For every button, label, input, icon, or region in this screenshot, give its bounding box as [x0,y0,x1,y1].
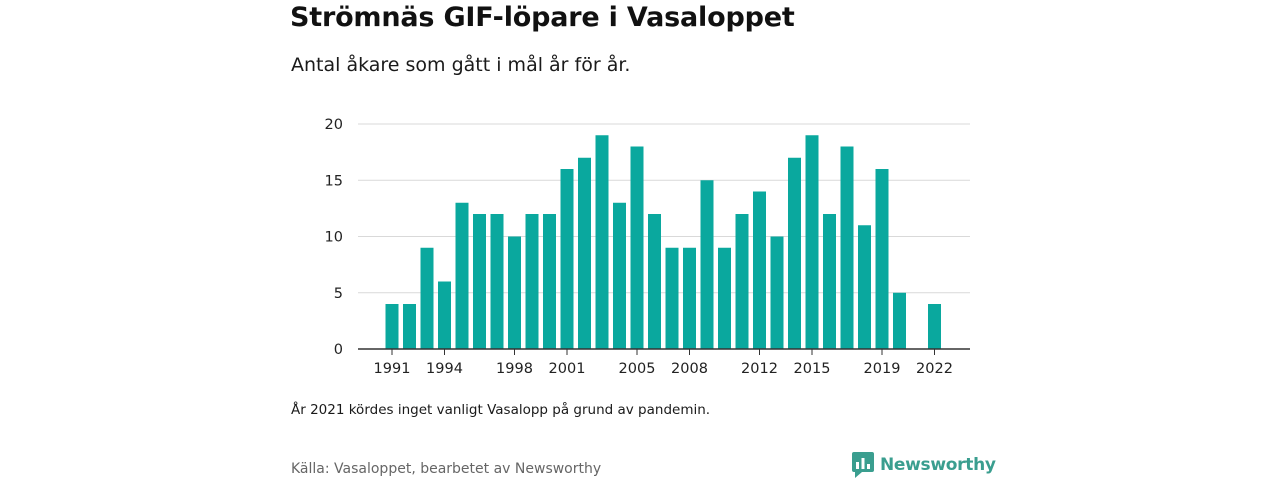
bar-2007 [665,247,679,349]
bar-1993 [420,247,434,349]
x-tick-label: 2012 [741,361,778,377]
x-tick-label: 2005 [619,361,656,377]
bar-1999 [525,214,539,349]
newsworthy-logo-icon [852,452,874,478]
bar-2013 [770,236,784,349]
y-tick-label: 5 [334,286,343,302]
bar-2004 [613,202,626,349]
bar-2006 [648,214,661,349]
bar-2015 [805,135,819,349]
bar-2003 [595,135,609,349]
chart-subtitle: Antal åkare som gått i mål år för år. [291,54,631,76]
y-tick-label: 10 [325,230,343,246]
source-text: Källa: Vasaloppet, bearbetet av Newswort… [291,461,602,477]
bar-2016 [823,214,836,349]
bar-1991 [385,304,399,349]
x-tick-label: 2022 [916,361,953,377]
bar-2002 [578,157,591,349]
bar-2005 [630,146,644,349]
bar-1998 [508,236,521,349]
x-tick-label: 2001 [549,361,586,377]
logo-text: Newsworthy [880,455,996,475]
chart-title: Strömnäs GIF-löpare i Vasaloppet [290,2,795,33]
y-tick-label: 20 [325,117,343,133]
bar-2018 [858,225,871,349]
bar-2014 [788,157,801,349]
axes: 0 5 10 15 20 1991 1994 1998 2001 2005 2008 2012 2015… [325,117,970,377]
bar-2017 [840,146,854,349]
bar-1992 [403,304,416,349]
bar-1995 [455,202,469,349]
bar-2022 [928,304,941,349]
bar-chart: 0 5 10 15 20 1991 1994 1998 2001 2005 2008 2012 2015… [325,117,970,377]
bar-1996 [473,214,486,349]
bar-2019 [875,169,889,349]
newsworthy-logo: Newsworthy [852,452,996,478]
x-tick-label: 2019 [864,361,901,377]
bars [385,135,941,349]
bar-2000 [543,214,556,349]
bar-1997 [490,214,504,349]
bar-2001 [560,169,574,349]
x-tick-label: 1994 [426,361,463,377]
y-tick-label: 15 [325,173,343,189]
x-tick-label: 2008 [671,361,708,377]
bar-2012 [753,191,766,349]
chart-note: År 2021 kördes inget vanligt Vasalopp på… [291,402,711,418]
x-tick-label: 1991 [374,361,411,377]
bar-2011 [735,214,749,349]
y-tick-label: 0 [334,342,343,358]
x-tick-label: 2015 [794,361,831,377]
x-tick-label: 1998 [496,361,533,377]
bar-2009 [700,180,714,349]
bar-1994 [438,281,451,349]
bar-2008 [683,247,696,349]
bar-2010 [718,247,731,349]
bar-2020 [893,292,906,349]
